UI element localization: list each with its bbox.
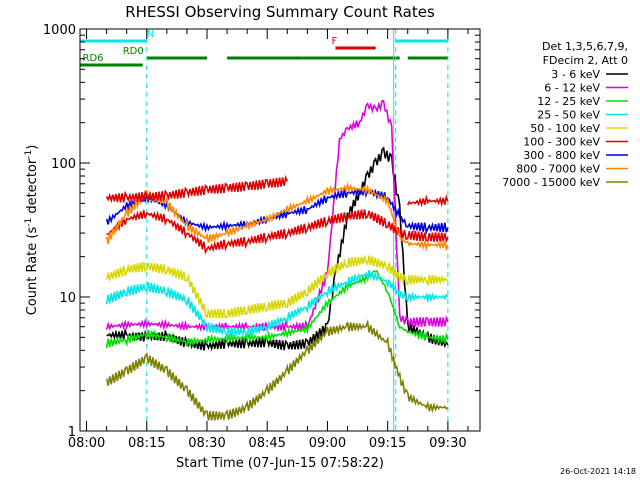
chart-title: RHESSI Observing Summary Count Rates bbox=[125, 3, 435, 21]
legend-header-1: Det 1,3,5,6,7,9, bbox=[542, 40, 628, 53]
legend-label: 3 - 6 keV bbox=[551, 68, 600, 81]
flag-label-f: F bbox=[331, 36, 337, 47]
series-line-7 bbox=[105, 181, 449, 252]
y-tick-label: 100 bbox=[51, 157, 76, 172]
plot-frame bbox=[79, 28, 481, 432]
y-axis-label-exp2: -1 bbox=[24, 150, 34, 159]
series-line-8 bbox=[105, 319, 449, 422]
legend: Det 1,3,5,6,7,9, FDecim 2, Att 0 3 - 6 k… bbox=[502, 40, 628, 189]
footer-timestamp: 26-Oct-2021 14:18 bbox=[560, 467, 636, 476]
x-tick-label: 08:45 bbox=[248, 436, 285, 451]
x-tick-label: 09:00 bbox=[309, 436, 346, 451]
y-axis-label-mid: detector bbox=[25, 158, 40, 218]
y-axis: 1 10 100 1000 bbox=[43, 23, 480, 440]
series-line-9 bbox=[105, 174, 289, 204]
legend-label: 300 - 800 keV bbox=[523, 149, 600, 162]
data-series bbox=[105, 99, 449, 422]
legend-label: 6 - 12 keV bbox=[544, 82, 600, 95]
series-line-4 bbox=[105, 254, 449, 320]
y-tick-label: 10 bbox=[59, 291, 76, 306]
series-line-10 bbox=[406, 194, 449, 208]
y-tick-label: 1000 bbox=[43, 23, 76, 38]
x-tick-label: 09:30 bbox=[429, 436, 466, 451]
x-axis: 08:00 08:15 08:30 08:45 09:00 09:15 09:30 bbox=[68, 29, 469, 451]
series-line-0 bbox=[106, 146, 449, 352]
observing-flags: N F RD0 RD6 bbox=[80, 29, 448, 67]
x-axis-label: Start Time (07-Jun-15 07:58:22) bbox=[176, 456, 384, 471]
y-axis-label-end: ) bbox=[25, 145, 40, 150]
x-tick-label: 08:15 bbox=[128, 436, 165, 451]
legend-label: 100 - 300 keV bbox=[523, 136, 600, 149]
y-tick-label: 1 bbox=[68, 425, 76, 440]
legend-label: 25 - 50 keV bbox=[537, 109, 600, 122]
y-axis-label: Count Rate (s-1 detector-1) bbox=[24, 145, 40, 316]
flag-label-n: N bbox=[147, 29, 154, 40]
series-line-3 bbox=[105, 269, 449, 340]
flag-label-rd6: RD6 bbox=[83, 53, 104, 64]
x-tick-label: 08:00 bbox=[68, 436, 105, 451]
y-axis-label-exp1: -1 bbox=[24, 218, 34, 227]
legend-label: 50 - 100 keV bbox=[530, 122, 600, 135]
legend-label: 12 - 25 keV bbox=[537, 95, 600, 108]
legend-label: 7000 - 15000 keV bbox=[502, 176, 600, 189]
x-tick-label: 08:30 bbox=[188, 436, 225, 451]
flag-label-rd0: RD0 bbox=[123, 46, 144, 57]
legend-label: 800 - 7000 keV bbox=[516, 163, 600, 176]
series-line-5 bbox=[106, 209, 449, 255]
y-axis-label-main: Count Rate (s bbox=[25, 227, 40, 316]
x-tick-label: 09:15 bbox=[369, 436, 406, 451]
series-line-2 bbox=[105, 270, 449, 349]
legend-header-2: FDecim 2, Att 0 bbox=[543, 54, 628, 67]
